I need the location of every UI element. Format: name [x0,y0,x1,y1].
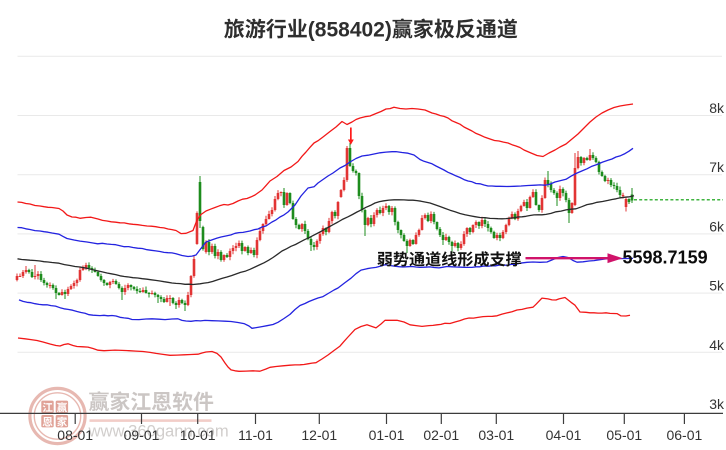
svg-text:5k: 5k [709,278,725,294]
svg-text:05-01: 05-01 [606,427,642,443]
svg-text:3k: 3k [709,396,725,412]
svg-text:www.360gann.com: www.360gann.com [88,422,229,441]
svg-text:11-01: 11-01 [238,427,273,443]
svg-text:(858402): (858402) [308,19,392,42]
svg-text:8k: 8k [709,100,725,116]
svg-text:6k: 6k [709,218,725,234]
svg-text:4k: 4k [709,337,725,353]
svg-text:08-01: 08-01 [57,427,93,443]
svg-text:04-01: 04-01 [546,427,582,443]
svg-text:10-01: 10-01 [180,427,216,443]
svg-text:01-01: 01-01 [369,427,405,443]
svg-text:03-01: 03-01 [478,427,514,443]
svg-text:5598.7159: 5598.7159 [623,248,708,268]
svg-text:02-01: 02-01 [423,427,459,443]
svg-text:09-01: 09-01 [124,427,160,443]
svg-text:12-01: 12-01 [301,427,337,443]
svg-text:06-01: 06-01 [666,427,702,443]
svg-text:7k: 7k [709,159,725,175]
